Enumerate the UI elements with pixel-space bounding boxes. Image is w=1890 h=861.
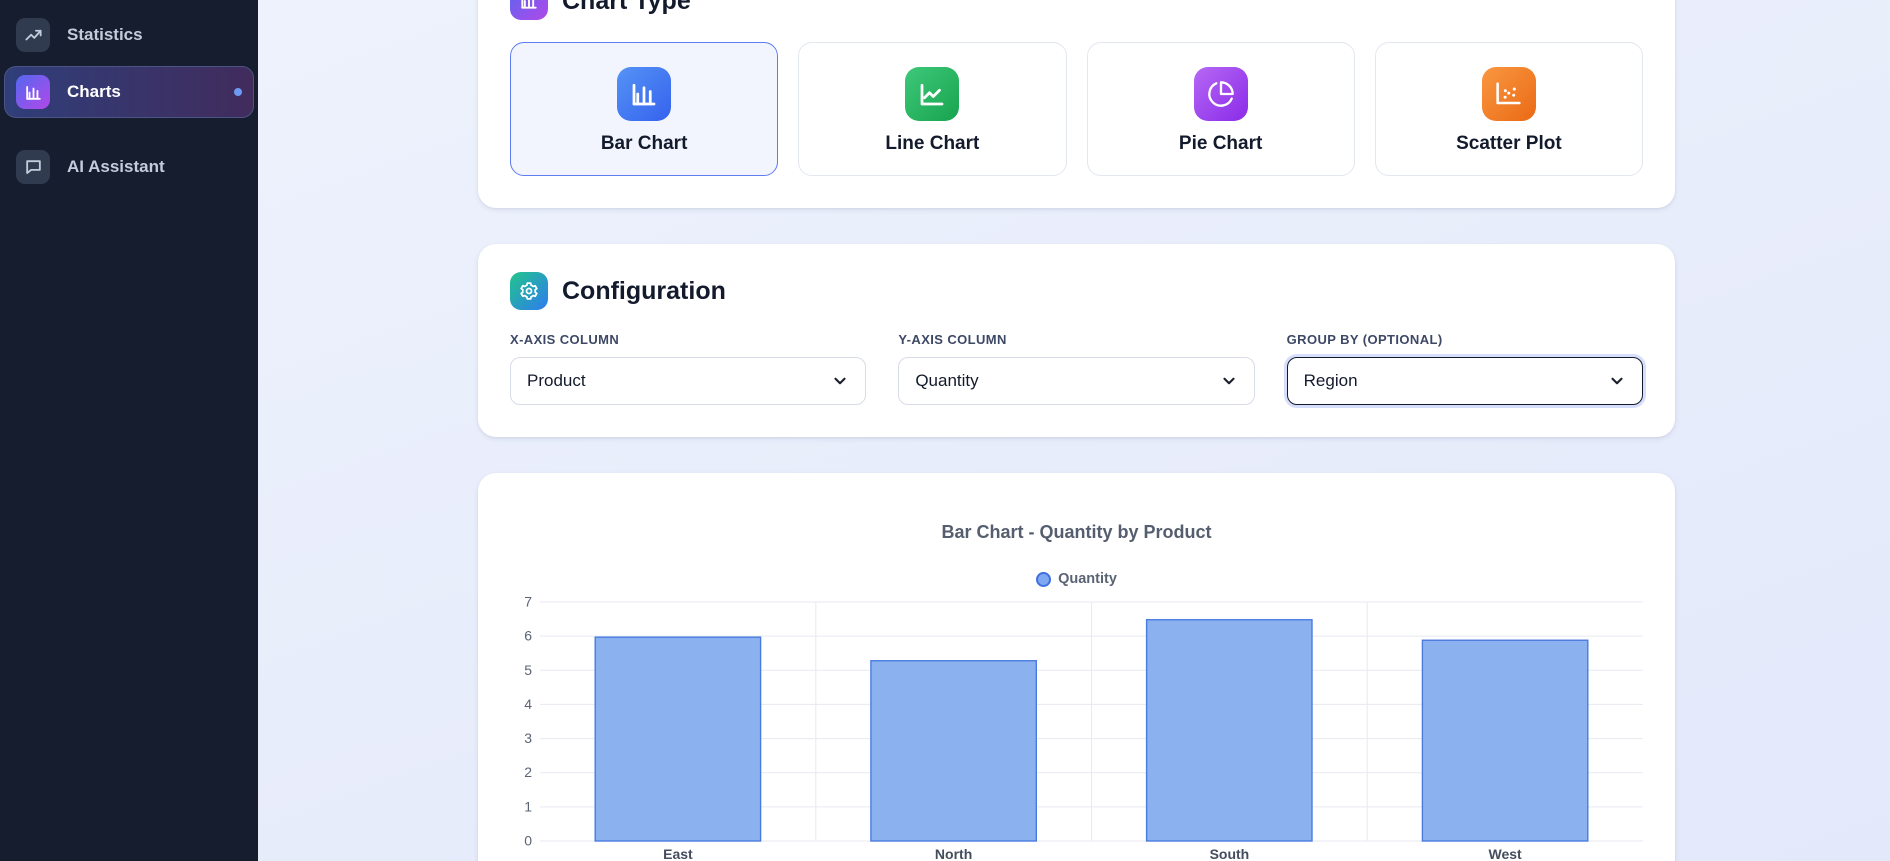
svg-text:0: 0: [524, 833, 532, 849]
svg-text:North: North: [935, 846, 972, 861]
svg-text:4: 4: [524, 696, 532, 712]
svg-text:7: 7: [524, 597, 532, 610]
svg-text:South: South: [1210, 846, 1250, 861]
svg-text:West: West: [1488, 846, 1522, 861]
svg-text:1: 1: [524, 798, 532, 814]
svg-text:3: 3: [524, 730, 532, 746]
svg-text:6: 6: [524, 628, 532, 644]
svg-text:5: 5: [524, 662, 532, 678]
svg-text:East: East: [663, 846, 693, 861]
svg-text:2: 2: [524, 764, 532, 780]
